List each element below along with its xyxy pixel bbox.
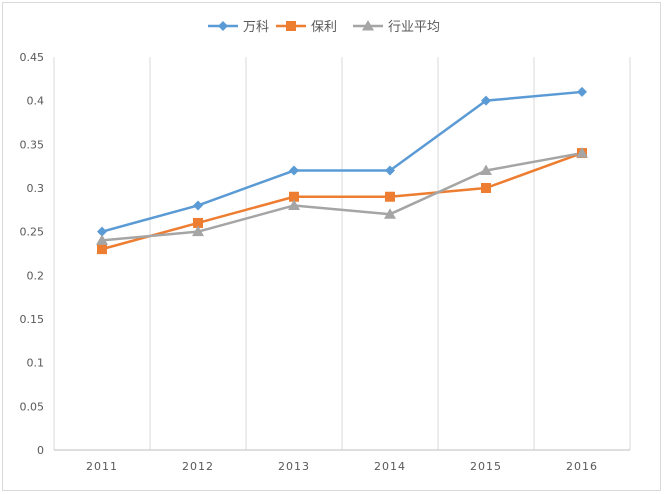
y-tick-label: 0.35 <box>20 138 45 151</box>
data-point-triangle <box>192 225 204 237</box>
x-tick-label: 2015 <box>470 460 502 473</box>
y-tick-label: 0.45 <box>20 51 45 64</box>
x-tick-label: 2012 <box>182 460 214 473</box>
x-tick-label: 2016 <box>566 460 598 473</box>
y-tick-label: 0.2 <box>27 269 45 282</box>
legend-marker-square <box>286 21 296 31</box>
data-point-triangle <box>480 164 492 176</box>
data-point-diamond <box>577 86 587 97</box>
series-line-diamond <box>101 90 583 233</box>
data-point-diamond <box>193 200 203 211</box>
data-point-square <box>481 183 491 193</box>
data-point-diamond <box>289 165 299 176</box>
legend-label: 万科 <box>243 20 269 35</box>
x-tick-label: 2014 <box>374 460 406 473</box>
y-tick-label: 0.3 <box>27 182 45 195</box>
y-tick-label: 0.4 <box>27 95 45 108</box>
data-point-square <box>289 191 299 202</box>
data-point-diamond <box>385 165 395 176</box>
data-point-triangle <box>576 147 588 158</box>
data-point-triangle <box>288 199 300 210</box>
y-tick-label: 0.15 <box>20 313 45 326</box>
data-point-triangle <box>96 234 108 245</box>
series-line-triangle <box>101 151 583 242</box>
data-point-triangle <box>384 208 396 219</box>
y-tick-label: 0.25 <box>20 226 45 239</box>
data-point-diamond <box>97 226 107 237</box>
y-tick-label: 0.1 <box>27 357 45 370</box>
x-tick-label: 2011 <box>86 460 118 473</box>
data-point-diamond <box>481 95 491 106</box>
data-point-square <box>385 191 395 202</box>
y-tick-label: 0 <box>37 444 44 457</box>
legend-marker-triangle <box>362 20 374 31</box>
legend-marker-diamond <box>218 21 228 31</box>
data-point-square <box>97 244 107 255</box>
legend-label: 保利 <box>311 20 337 35</box>
data-point-square <box>193 217 203 228</box>
y-tick-label: 0.05 <box>20 400 45 413</box>
x-tick-label: 2013 <box>278 460 310 473</box>
legend-label: 行业平均 <box>388 20 440 35</box>
series-line-square <box>101 151 583 251</box>
